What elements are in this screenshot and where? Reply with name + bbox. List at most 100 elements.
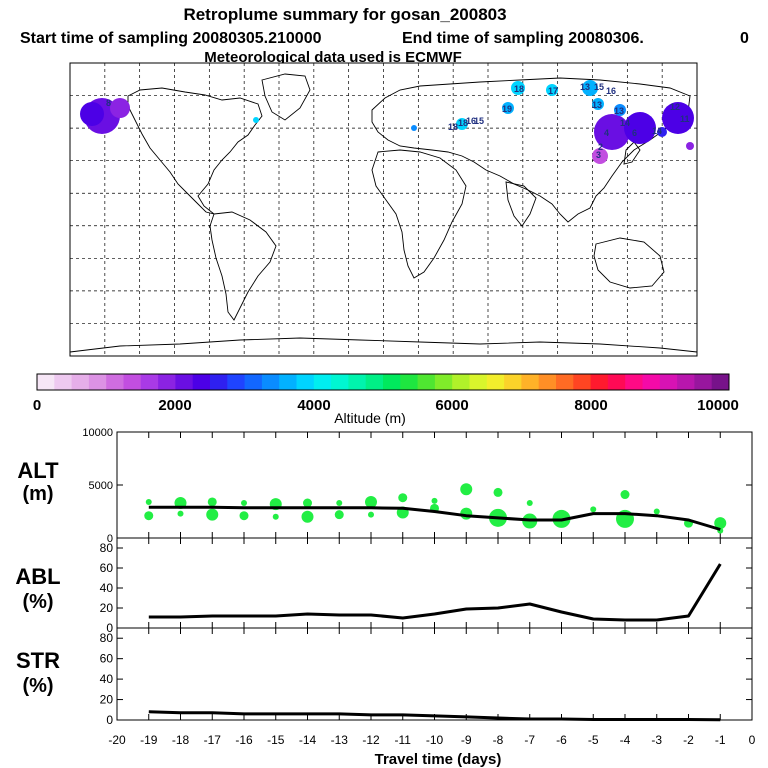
x-tick-label: -13	[331, 733, 349, 747]
plume-cluster-north	[592, 98, 604, 110]
coast-africa	[371, 149, 467, 279]
colorbar-cell	[158, 374, 176, 390]
coast-eurasia	[371, 77, 691, 223]
colorbar-cell	[711, 374, 730, 390]
colorbar-cell	[434, 374, 453, 390]
trajectory-marker: 19	[502, 104, 512, 114]
colorbar-cell	[313, 374, 332, 390]
series-line	[148, 710, 721, 722]
colorbar-cell	[175, 374, 194, 390]
colorbar-tick: 8000	[574, 397, 607, 414]
trajectory-marker: 2	[598, 142, 603, 152]
coast-antarctica	[69, 337, 698, 353]
altitude-cluster-point	[620, 490, 630, 500]
plume-cluster-north	[614, 104, 626, 116]
alt-panel-label: ALT	[17, 458, 59, 483]
trajectory-marker: 15	[474, 116, 484, 126]
colorbar-cell	[227, 374, 246, 390]
trajectory-marker: 6	[632, 128, 637, 138]
plume-cluster-small	[411, 125, 417, 131]
plume-cluster-west	[80, 102, 104, 126]
colorbar-cell	[348, 374, 367, 390]
figure-title: Retroplume summary for gosan_200803	[183, 5, 506, 24]
trajectory-marker: 16	[606, 86, 616, 96]
coastlines	[69, 73, 698, 353]
colorbar-tick: 10000	[697, 397, 739, 414]
y-tick-label: 60	[100, 561, 114, 575]
met-data-label: Meteorological data used is ECMWF	[204, 49, 462, 66]
x-axis-title: Travel time (days)	[375, 751, 502, 768]
world-map: 18 17 13 15 16 13 19 18 18 16 15 14 13 8…	[69, 62, 698, 357]
plume-cluster-central	[456, 118, 468, 130]
x-tick-label: -20	[108, 733, 126, 747]
colorbar-cell	[140, 374, 159, 390]
altitude-cluster-point	[301, 510, 314, 523]
altitude-cluster-point	[303, 498, 312, 508]
colorbar-cell	[486, 374, 505, 390]
x-tick-label: -11	[395, 733, 412, 747]
abl-panel: 0 20 40 60 80	[100, 537, 753, 635]
colorbar-cell	[71, 374, 90, 390]
colorbar-cell	[383, 374, 401, 390]
altitude-cluster-point	[239, 511, 249, 521]
x-tick-label: -5	[588, 733, 599, 747]
trajectory-marker: 14	[620, 118, 630, 128]
colorbar-cell	[590, 374, 609, 390]
plume-cluster-north	[511, 81, 525, 95]
coast-south-america	[209, 211, 277, 321]
plume-cluster-east	[594, 114, 630, 150]
x-tick-label: 0	[749, 733, 756, 747]
x-tick-label: -6	[556, 733, 567, 747]
colorbar-cell	[677, 374, 695, 390]
altitude-cluster-point	[334, 510, 344, 520]
x-tick-label: -16	[235, 733, 253, 747]
colorbar-cell	[210, 374, 228, 390]
plume-cluster-north	[546, 84, 558, 96]
trajectory-marker: 13	[614, 106, 624, 116]
end-time-label: End time of sampling 20080306.	[402, 30, 644, 47]
trajectory-marker: 11	[680, 114, 690, 124]
str-panel-label: STR	[16, 648, 60, 673]
altitude-cluster-point	[493, 487, 503, 497]
trajectory-marker: 14	[652, 126, 662, 136]
altitude-cluster-point	[460, 507, 473, 520]
x-tick-label: -8	[493, 733, 504, 747]
plume-cluster-east	[686, 142, 694, 150]
x-tick-label: -3	[651, 733, 662, 747]
trajectory-marker: 3	[596, 150, 601, 160]
coast-greenland	[261, 73, 311, 121]
plume-cluster-east	[657, 127, 667, 137]
colorbar-cell	[123, 374, 142, 390]
altitude-colorbar: 0 2000 4000 6000 8000 10000 Altitude (m)	[33, 373, 739, 426]
colorbar-cell	[279, 374, 297, 390]
altitude-cluster-point	[206, 508, 219, 521]
altitude-cluster-point	[145, 498, 152, 505]
x-tick-label: -9	[461, 733, 472, 747]
altitude-cluster-point	[526, 500, 533, 507]
colorbar-cell	[625, 374, 643, 390]
plume-clusters	[80, 80, 694, 164]
y-tick-label: 80	[100, 631, 114, 645]
x-tick-label: -7	[524, 733, 535, 747]
colorbar-tick-labels: 0 2000 4000 6000 8000 10000	[33, 397, 739, 414]
y-tick-label: 0	[107, 533, 113, 545]
plume-cluster-east	[662, 102, 694, 134]
str-panel: 0 20 40 60 80	[100, 627, 753, 727]
altitude-cluster-point	[241, 500, 247, 507]
series-line	[148, 563, 722, 622]
colorbar-cell	[504, 374, 522, 390]
alt-panel-unit: (m)	[22, 483, 53, 505]
y-tick-label: 0	[106, 713, 113, 727]
colorbar-cell	[573, 374, 592, 390]
x-tick-label: -15	[267, 733, 285, 747]
colorbar-cell	[296, 374, 315, 390]
plume-cluster-source	[592, 148, 608, 164]
trajectory-marker: 4	[604, 128, 609, 138]
trajectory-marker: 18	[448, 122, 458, 132]
x-tick-label: -2	[683, 733, 694, 747]
y-tick-label: 40	[100, 672, 114, 686]
altitude-cluster-point	[177, 510, 184, 517]
colorbar-title: Altitude (m)	[334, 410, 406, 426]
altitude-cluster-point	[144, 511, 154, 521]
